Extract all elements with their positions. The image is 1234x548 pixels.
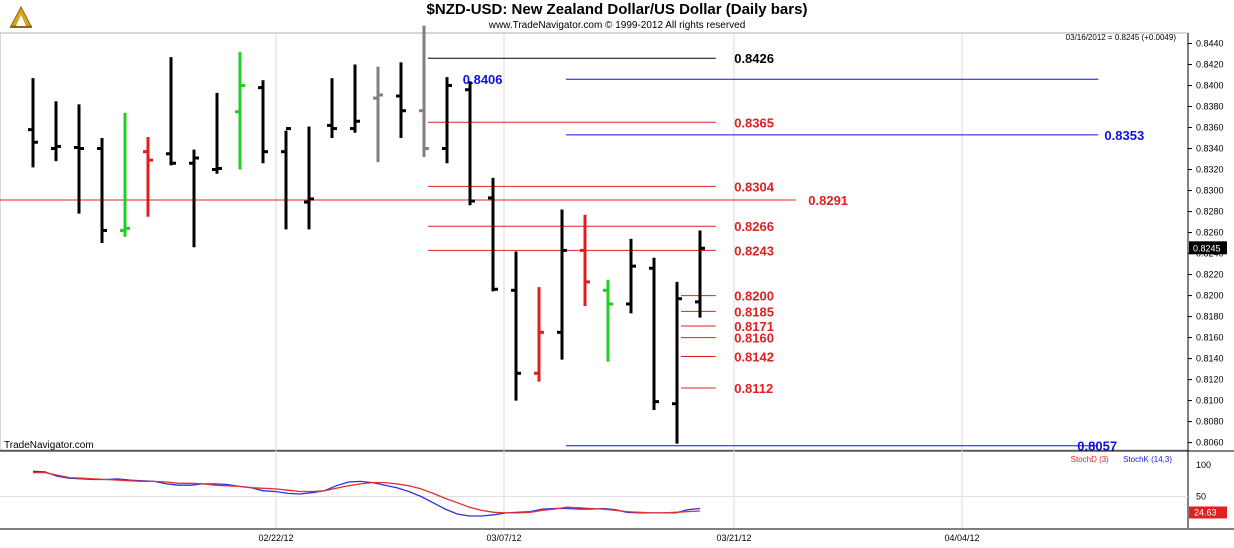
level-label: 0.8160 <box>734 331 774 346</box>
level-label: 0.8200 <box>734 289 774 304</box>
level-label: 0.8406 <box>463 72 503 87</box>
stochk-legend: StochK (14,3) <box>1123 455 1172 464</box>
x-tick-label: 02/22/12 <box>258 533 293 543</box>
level-label: 0.8266 <box>734 219 774 234</box>
y-tick-label: 0.8420 <box>1196 60 1224 70</box>
y-tick-label: 0.8160 <box>1196 333 1224 343</box>
y-tick-label: 0.8300 <box>1196 186 1224 196</box>
y-tick-label: 0.8320 <box>1196 165 1224 175</box>
y-tick-label: 0.8060 <box>1196 438 1224 448</box>
last-price-info: 03/16/2012 = 0.8245 (+0.0049) <box>1065 33 1176 42</box>
chart-subtitle: www.TradeNavigator.com © 1999-2012 All r… <box>488 20 746 31</box>
x-tick-label: 03/07/12 <box>486 533 521 543</box>
y-tick-label: 0.8180 <box>1196 312 1224 322</box>
price-plot-frame <box>0 32 1189 451</box>
y-tick-label: 0.8380 <box>1196 102 1224 112</box>
y-tick-label: 0.8120 <box>1196 375 1224 385</box>
last-price-tag-label: 0.8245 <box>1193 243 1221 253</box>
stochd-line <box>33 471 701 514</box>
y-tick-label: 0.8360 <box>1196 123 1224 133</box>
y-tick-label: 0.8280 <box>1196 207 1224 217</box>
level-label: 0.8426 <box>734 51 774 66</box>
last-price-tag <box>1189 241 1227 255</box>
y-tick-label: 0.8340 <box>1196 144 1224 154</box>
level-label: 0.8353 <box>1104 128 1144 143</box>
level-label: 0.8185 <box>734 304 774 319</box>
osc-value-tag <box>1189 506 1227 519</box>
osc-tick-label: 50 <box>1196 492 1206 502</box>
stochd-legend: StochD (3) <box>1070 455 1109 464</box>
y-tick-label: 0.8400 <box>1196 81 1224 91</box>
x-tick-label: 03/21/12 <box>716 533 751 543</box>
level-label: 0.8243 <box>734 243 774 258</box>
level-label: 0.8171 <box>734 319 774 334</box>
chart-title: $NZD-USD: New Zealand Dollar/US Dollar (… <box>426 1 808 18</box>
osc-tick-label: 100 <box>1196 460 1211 470</box>
y-tick-label: 0.8200 <box>1196 291 1224 301</box>
y-tick-label: 0.8100 <box>1196 396 1224 406</box>
tradenavigator-logo-icon <box>10 5 32 28</box>
level-label: 0.8365 <box>734 115 774 130</box>
oscillator-legend: StochD (3) StochK (14,3) <box>1071 455 1172 464</box>
level-label: 0.8304 <box>734 179 775 194</box>
y-tick-label: 0.8080 <box>1196 417 1224 427</box>
x-tick-label: 04/04/12 <box>944 533 979 543</box>
level-label: 0.8291 <box>808 193 848 208</box>
level-label: 0.8057 <box>1077 439 1117 454</box>
y-tick-label: 0.8140 <box>1196 354 1224 364</box>
brand-label: TradeNavigator.com <box>4 440 94 451</box>
y-tick-label: 0.8440 <box>1196 39 1224 49</box>
y-tick-label: 0.8220 <box>1196 270 1224 280</box>
y-tick-label: 0.8260 <box>1196 228 1224 238</box>
level-label: 0.8142 <box>734 349 774 364</box>
level-label: 0.8112 <box>734 381 773 396</box>
osc-value-tag-label: 24.63 <box>1194 507 1217 517</box>
